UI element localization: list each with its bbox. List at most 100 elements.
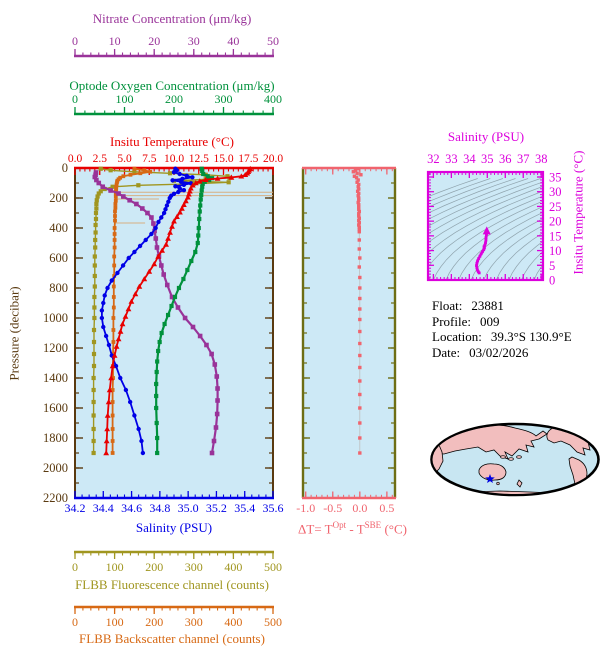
location-line: Location: 39.3°S 130.9°E	[432, 329, 572, 345]
delta-t-title-part: ΔT= T	[298, 521, 333, 537]
svg-text:20: 20	[148, 34, 160, 48]
profile-number-value: 009	[480, 313, 500, 329]
svg-text:33: 33	[445, 152, 458, 166]
svg-text:36: 36	[499, 152, 512, 166]
svg-text:0.0: 0.0	[352, 501, 367, 515]
float-location-star	[485, 474, 495, 483]
main-profile-plot: 0 200 400 600 800 1000 1200 1400 1600 1800 2000 220…	[43, 153, 284, 515]
float-info-panel: Float: 23881 Profile: 009 Location: 39.3°S …	[432, 298, 572, 360]
svg-text:25: 25	[549, 200, 562, 214]
series-oxygen	[154, 166, 215, 456]
svg-text:10.0: 10.0	[164, 153, 184, 165]
svg-text:10: 10	[549, 244, 562, 258]
backscatter-axis-title: FLBB Backscatter channel (counts)	[79, 631, 265, 646]
delta-t-axis-title: ΔT= TOpt - TSBE (°C)	[285, 518, 420, 536]
svg-text:0: 0	[72, 560, 78, 574]
pressure-axis-title: Pressure (decibar)	[6, 286, 22, 381]
svg-text:34.8: 34.8	[149, 501, 170, 515]
svg-text:100: 100	[116, 92, 134, 106]
svg-text:2.5: 2.5	[93, 153, 108, 165]
series-salinity	[99, 166, 195, 456]
svg-text:1400: 1400	[43, 371, 68, 385]
svg-text:0.5: 0.5	[379, 501, 394, 515]
svg-text:38: 38	[535, 152, 548, 166]
ts-profile-curve	[475, 226, 491, 275]
fluorescence-axis-title: FLBB Fluorescence channel (counts)	[75, 577, 269, 592]
svg-text:100: 100	[106, 615, 124, 629]
svg-text:1800: 1800	[43, 431, 68, 445]
delta-t-title-part: (°C)	[381, 521, 407, 537]
svg-text:0: 0	[72, 615, 78, 629]
svg-text:12.5: 12.5	[189, 153, 209, 165]
nitrate-axis-title: Nitrate Concentration (μm/kg)	[92, 11, 252, 26]
float-id-value: 23881	[471, 298, 504, 313]
delta-t-title-part: - T	[346, 521, 365, 537]
svg-text:17.5: 17.5	[238, 153, 258, 165]
fluorescence-axis: 0 100 200 300 400 500	[72, 550, 282, 574]
svg-text:35.0: 35.0	[178, 501, 199, 515]
oxygen-axis: 0 100 200 300 400	[72, 92, 282, 116]
svg-text:300: 300	[185, 615, 203, 629]
date-value: 03/02/2026	[469, 344, 529, 360]
date-line: Date: 03/02/2026	[432, 345, 572, 361]
series-temperature	[103, 165, 254, 456]
delta-t-plot: -1.0 -0.5 0.0 0.5	[296, 166, 397, 515]
svg-text:500: 500	[264, 560, 282, 574]
delta-t-title-sup-opt: Opt	[332, 520, 347, 530]
svg-text:34: 34	[463, 152, 476, 166]
svg-text:10: 10	[109, 34, 121, 48]
svg-text:30: 30	[549, 185, 562, 199]
svg-text:40: 40	[227, 34, 239, 48]
svg-text:0: 0	[62, 161, 68, 175]
svg-text:15.0: 15.0	[213, 153, 233, 165]
svg-text:35: 35	[549, 171, 562, 185]
svg-text:15: 15	[549, 229, 562, 243]
svg-text:200: 200	[145, 615, 163, 629]
svg-text:200: 200	[145, 560, 163, 574]
svg-text:34.4: 34.4	[93, 501, 114, 515]
svg-text:35.6: 35.6	[263, 501, 284, 515]
delta-t-title-sup-sbe: SBE	[364, 520, 382, 530]
svg-text:20.0: 20.0	[263, 153, 283, 165]
svg-text:300: 300	[185, 560, 203, 574]
salinity-axis-title: Salinity (PSU)	[135, 520, 213, 535]
svg-text:1600: 1600	[43, 401, 68, 415]
svg-text:400: 400	[224, 615, 242, 629]
ts-temperature-axis-title: Insitu Temperature (°C)	[570, 150, 586, 275]
location-value: 39.3°S 130.9°E	[490, 329, 572, 344]
svg-text:2200: 2200	[43, 491, 68, 505]
backscatter-axis: 0 100 200 300 400 500	[72, 605, 282, 629]
svg-text:400: 400	[264, 92, 282, 106]
float-id-label: Float:	[432, 298, 463, 313]
svg-text:0: 0	[72, 92, 78, 106]
svg-text:100: 100	[106, 560, 124, 574]
svg-text:20: 20	[549, 215, 562, 229]
svg-text:400: 400	[49, 221, 68, 235]
svg-text:0: 0	[549, 274, 555, 288]
world-map	[430, 422, 600, 497]
svg-text:5: 5	[549, 259, 555, 273]
date-label: Date:	[432, 344, 461, 360]
svg-text:0.0: 0.0	[68, 153, 83, 165]
svg-text:7.5: 7.5	[142, 153, 157, 165]
bottom-scalar-axes: 0 100 200 300 400 500 0 100 200 300 400 500	[72, 550, 282, 629]
svg-text:500: 500	[264, 615, 282, 629]
ts-salinity-axis-title: Salinity (PSU)	[447, 129, 525, 144]
location-label: Location:	[432, 329, 482, 344]
svg-text:0: 0	[72, 34, 78, 48]
svg-text:200: 200	[165, 92, 183, 106]
svg-text:-0.5: -0.5	[323, 501, 342, 515]
svg-text:35.4: 35.4	[234, 501, 255, 515]
svg-text:1000: 1000	[43, 311, 68, 325]
ts-direction-arrow	[482, 226, 491, 235]
svg-text:200: 200	[49, 191, 68, 205]
svg-text:30: 30	[188, 34, 200, 48]
temperature-axis-title: Insitu Temperature (°C)	[110, 134, 234, 149]
svg-text:-1.0: -1.0	[296, 501, 315, 515]
svg-text:35.2: 35.2	[206, 501, 227, 515]
svg-text:400: 400	[224, 560, 242, 574]
svg-text:800: 800	[49, 281, 68, 295]
